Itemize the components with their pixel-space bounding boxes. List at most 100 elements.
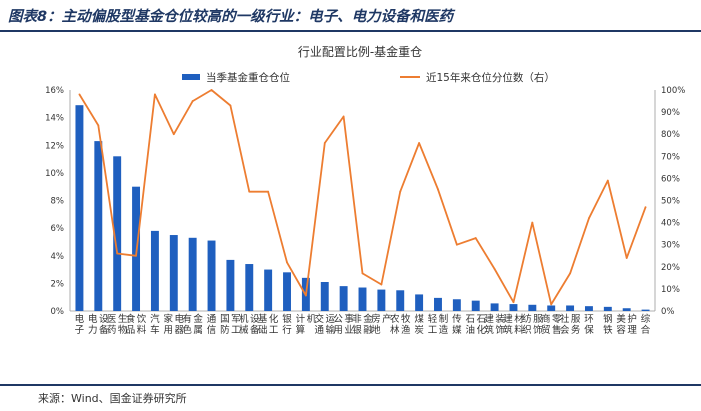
bar [150,230,159,311]
bar [547,305,556,311]
right-tick-label: 0% [661,307,675,317]
right-tick-label: 30% [661,241,680,251]
line-point [588,217,590,220]
line-point [286,261,288,264]
category-label: 医药生物 [107,313,128,336]
bar [452,299,461,311]
category-labels: 电子电力设备医药生物食品饮料汽车家用电器有色金属通信国防军工机械设备基础化工银行… [75,313,651,336]
bar [75,105,84,311]
category-label: 计算机 [296,313,317,336]
right-tick-label: 80% [661,130,680,140]
left-axis-ticks: 0% 2% 4% 6% 8% 10% 12% 14% 16% [45,86,64,317]
category-label: 公用事业 [333,313,354,336]
line-point [135,254,137,257]
line-point [229,104,232,107]
category-label: 银行 [282,313,292,336]
category-label: 美容护理 [616,313,637,336]
bar [207,240,216,311]
line-point [380,283,383,286]
category-label: 钢铁 [603,313,613,336]
legend-label-line: 近15年来仓位分位数（右） [426,71,555,84]
left-tick-label: 12% [45,141,64,151]
line-point [399,190,402,193]
line-point [248,190,251,193]
source-note: 来源：Wind、国金证券研究所 [38,392,187,405]
line-point [154,93,156,96]
bar [509,304,518,311]
right-tick-label: 70% [661,152,680,162]
bar [245,264,254,311]
legend-swatch-bar [182,74,200,80]
bar [94,141,103,311]
bar [339,286,348,311]
right-tick-label: 60% [661,174,680,184]
figure-title: 图表8：主动偏股型基金仓位较高的一级行业：电子、电力设备和医药 [8,9,454,25]
bar [584,306,593,311]
chart-title: 行业配置比例-基金重仓 [298,44,422,59]
category-label: 汽车 [150,313,160,336]
left-tick-label: 16% [45,86,64,96]
right-tick-label: 10% [661,285,680,295]
line-point [304,294,307,297]
bar [566,305,575,311]
category-label: 基础化工 [258,313,279,336]
line-point [78,93,81,96]
bar [490,303,499,311]
category-label: 社会服务 [560,313,581,336]
combo-chart: 行业配置比例-基金重仓 当季基金重仓仓位 近15年来仓位分位数（右） 0% 2% 4… [45,44,685,336]
category-label: 综合 [641,313,651,336]
line-point [455,243,458,246]
category-label: 纺织服饰 [522,313,543,336]
bar-series [75,105,650,311]
category-label: 通信 [207,314,217,336]
line-point [323,142,326,144]
line-point [418,142,421,144]
percentile-line [78,89,647,306]
line-point [644,206,647,209]
line-point [531,221,534,224]
line-point [361,272,364,275]
line-point [172,133,175,136]
category-label: 建筑装饰 [484,313,505,336]
legend: 当季基金重仓仓位 近15年来仓位分位数（右） [182,71,555,84]
left-tick-label: 6% [51,224,65,234]
line-point [267,190,270,193]
line-point [550,303,553,306]
line-point [116,252,119,255]
bar [188,237,197,311]
category-label: 国防军工 [220,314,241,336]
category-label: 商贸零售 [541,313,562,336]
bar [415,294,424,311]
category-label: 电力设备 [88,313,109,336]
bar [377,289,386,311]
right-tick-label: 100% [661,86,685,96]
bar [320,281,329,311]
category-label: 轻工制造 [428,313,449,336]
category-label: 建筑材料 [503,313,524,336]
left-tick-label: 10% [45,169,64,179]
category-label: 食品饮料 [126,313,147,336]
left-tick-label: 4% [51,252,65,262]
line-point [512,301,515,304]
bar [434,297,442,311]
line-point [493,268,496,270]
legend-label-bar: 当季基金重仓仓位 [206,71,290,84]
bar [471,300,480,311]
bar [226,259,235,311]
line-point [474,237,477,239]
line-point [97,124,100,127]
bar [641,309,650,311]
category-label: 房地产 [371,313,392,336]
category-label: 有色金属 [182,313,203,336]
bar [622,308,631,311]
category-label: 传媒 [452,313,462,336]
bar [283,272,291,311]
left-tick-label: 14% [45,114,64,124]
category-label: 煤炭 [414,313,424,336]
category-label: 电子 [75,313,85,336]
category-label: 环保 [584,314,594,336]
bar [358,287,367,311]
line-point [437,188,439,191]
line-point [625,257,628,259]
line-point [191,100,194,102]
